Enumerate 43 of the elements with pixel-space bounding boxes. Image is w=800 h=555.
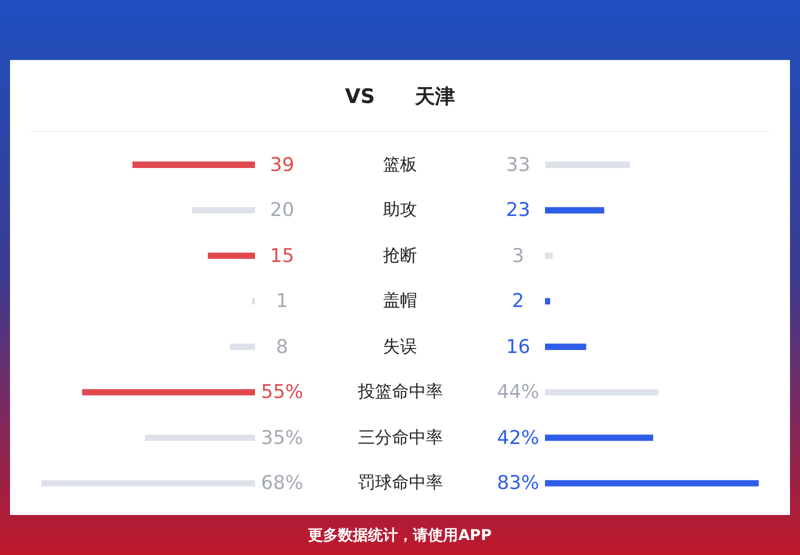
bar xyxy=(132,162,255,168)
bar xyxy=(82,389,255,396)
bar xyxy=(230,344,255,350)
y-tick-label: 罚球命中率 xyxy=(358,473,443,493)
bar xyxy=(252,298,255,304)
data-label: 1 xyxy=(276,290,288,312)
y-tick-label: 失误 xyxy=(383,337,417,357)
data-label: 68% xyxy=(261,472,304,494)
bar xyxy=(545,252,553,259)
bar xyxy=(192,207,255,214)
bar xyxy=(545,344,586,350)
data-label: 23 xyxy=(506,199,530,221)
data-label: 33 xyxy=(506,154,530,176)
bar xyxy=(545,162,630,168)
y-tick-label: 三分命中率 xyxy=(358,428,443,448)
data-label: 83% xyxy=(497,472,540,494)
data-label: 35% xyxy=(261,427,304,449)
bar xyxy=(545,434,654,441)
bar xyxy=(545,298,550,304)
data-label: 42% xyxy=(497,427,540,449)
bar xyxy=(545,207,604,214)
text: VS xyxy=(345,84,375,108)
data-label: 2 xyxy=(512,290,524,312)
data-label: 39 xyxy=(270,154,294,176)
y-tick-label: 抢断 xyxy=(383,246,417,266)
data-label: 20 xyxy=(270,199,294,221)
data-label: 3 xyxy=(512,245,524,267)
data-label: 16 xyxy=(506,336,530,358)
bar xyxy=(545,389,658,396)
bar xyxy=(208,252,255,259)
bar xyxy=(144,434,255,441)
bar xyxy=(545,480,759,486)
bar xyxy=(41,480,255,486)
data-label: 15 xyxy=(270,245,294,267)
data-label: 44% xyxy=(497,381,540,403)
data-label: 55% xyxy=(261,381,304,403)
text: 更多数据统计，请使用APP xyxy=(307,525,493,546)
y-tick-label: 盖帽 xyxy=(383,291,417,311)
y-tick-label: 篮板 xyxy=(383,155,417,175)
y-tick-label: 投篮命中率 xyxy=(357,382,443,402)
y-tick-label: 助攻 xyxy=(383,200,417,220)
text: 天津 xyxy=(414,82,455,110)
data-label: 8 xyxy=(276,336,288,358)
